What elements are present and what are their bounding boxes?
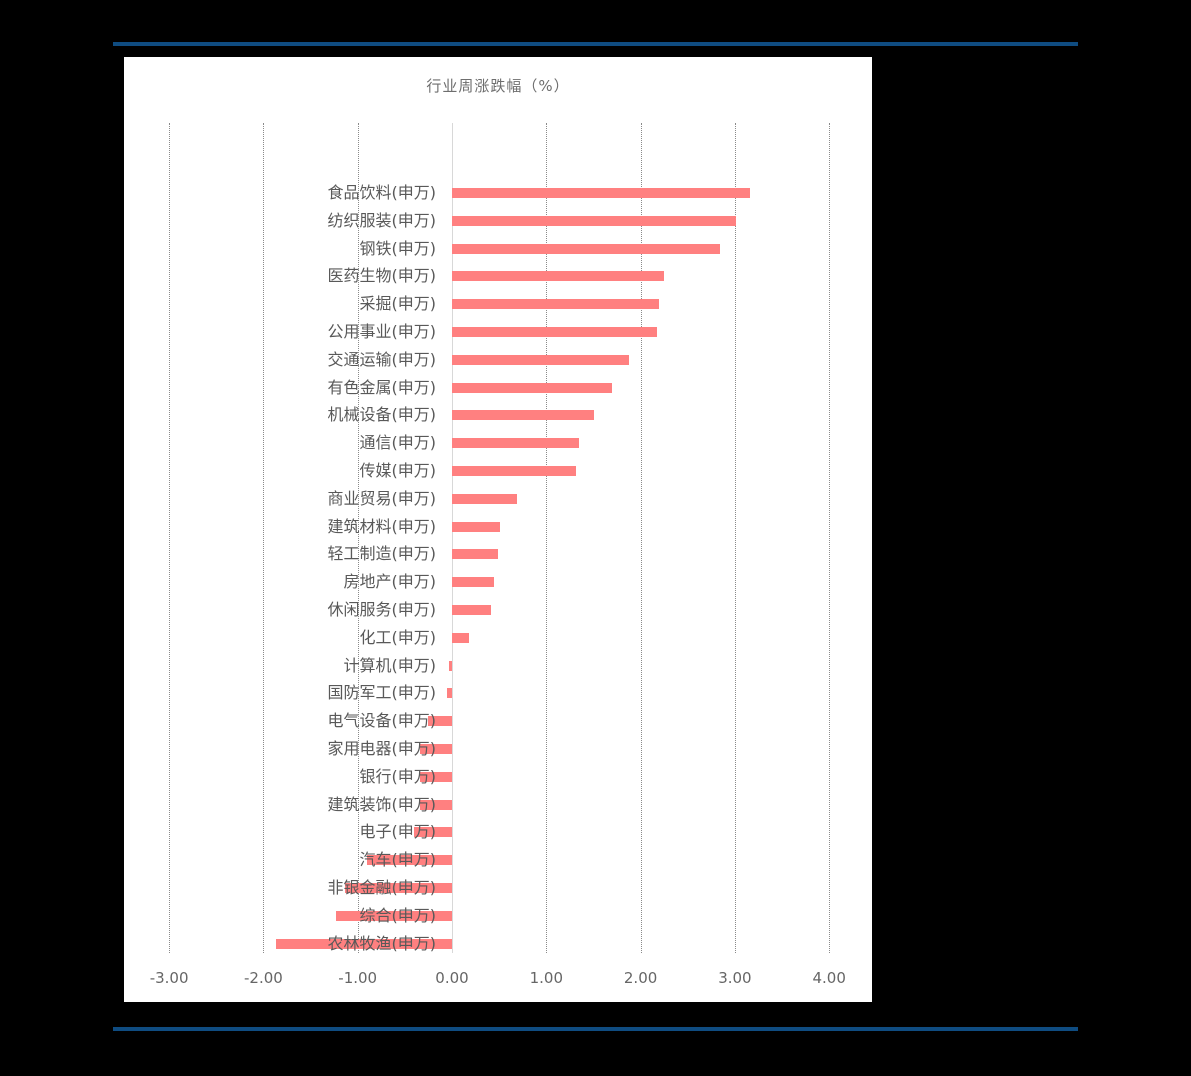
category-label: 传媒(申万) xyxy=(359,461,437,480)
category-label: 银行(申万) xyxy=(359,766,437,786)
category-label: 综合(申万) xyxy=(359,905,437,925)
category-label: 钢铁(申万) xyxy=(359,238,437,258)
bar xyxy=(419,744,452,754)
x-tick-label: -3.00 xyxy=(149,969,189,987)
bar xyxy=(367,855,452,866)
top-rule xyxy=(113,42,1078,46)
x-tick-label: 3.00 xyxy=(718,969,752,987)
bar xyxy=(452,327,657,337)
chart-title: 行业周涨跌幅（%） xyxy=(426,77,570,95)
category-label: 公用事业(申万) xyxy=(327,322,437,341)
chart-panel: 行业周涨跌幅（%） -3.00 -2.00 -1.00 0.00 1.00 2.00 3.0… xyxy=(124,57,872,1002)
x-tick-label: 4.00 xyxy=(812,969,846,987)
bar xyxy=(452,382,613,393)
category-label: 汽车(申万) xyxy=(359,850,437,870)
gridline xyxy=(357,123,359,953)
bar xyxy=(452,354,630,365)
x-tick-label: -2.00 xyxy=(243,969,283,987)
category-label: 交通运输(申万) xyxy=(327,349,437,369)
category-label: 家用电器(申万) xyxy=(327,739,437,758)
gridline xyxy=(263,123,265,953)
category-label: 电气设备(申万) xyxy=(327,711,437,731)
bar xyxy=(452,299,659,310)
category-label: 轻工制造(申万) xyxy=(327,544,437,564)
gridline xyxy=(640,123,642,953)
bar xyxy=(428,716,452,727)
bar xyxy=(345,883,452,893)
category-label: 休闲服务(申万) xyxy=(327,600,437,619)
bar xyxy=(452,466,577,476)
bar xyxy=(452,493,518,504)
gridline xyxy=(546,123,548,953)
x-tick-label: -1.00 xyxy=(338,969,378,987)
bar xyxy=(452,438,580,449)
category-label: 电子(申万) xyxy=(359,822,437,842)
x-tick-label: 0.00 xyxy=(435,969,469,987)
gridline xyxy=(452,123,453,953)
bar xyxy=(452,410,595,421)
bar xyxy=(449,660,452,671)
gridline xyxy=(169,123,171,953)
bar xyxy=(452,271,665,282)
category-label: 通信(申万) xyxy=(359,433,437,453)
category-label: 建筑材料(申万) xyxy=(327,516,437,536)
category-label: 食品饮料(申万) xyxy=(327,183,437,202)
bar xyxy=(452,549,499,560)
bar xyxy=(452,188,750,198)
bar xyxy=(452,243,720,254)
bar xyxy=(414,827,452,838)
bar xyxy=(419,799,452,810)
bar xyxy=(452,605,491,615)
category-label: 建筑装饰(申万) xyxy=(327,794,437,814)
bar xyxy=(452,215,736,226)
category-label: 计算机(申万) xyxy=(343,655,437,675)
bottom-rule xyxy=(113,1027,1078,1031)
category-label: 采掘(申万) xyxy=(359,294,437,314)
category-label: 房地产(申万) xyxy=(343,572,437,592)
category-label: 非银金融(申万) xyxy=(327,878,437,897)
bar xyxy=(275,938,452,949)
category-label: 有色金属(申万) xyxy=(327,377,437,397)
x-tick-label: 2.00 xyxy=(623,969,658,987)
category-label: 机械设备(申万) xyxy=(327,405,437,425)
bar xyxy=(452,632,469,643)
category-label: 纺织服装(申万) xyxy=(327,210,437,230)
bar xyxy=(336,910,452,921)
category-label: 医药生物(申万) xyxy=(327,266,437,286)
category-label: 国防军工(申万) xyxy=(327,683,437,703)
category-label: 农林牧渔(申万) xyxy=(327,933,437,953)
bar xyxy=(419,771,452,782)
bar xyxy=(452,577,495,588)
plot-area: -3.00 -2.00 -1.00 0.00 1.00 2.00 3.00 4.00 食品饮料(… xyxy=(124,57,872,1002)
bar xyxy=(447,688,452,699)
x-tick-label: 1.00 xyxy=(529,969,563,987)
gridline xyxy=(829,123,831,953)
gridline xyxy=(734,123,736,953)
category-label: 化工(申万) xyxy=(359,627,437,647)
category-label: 商业贸易(申万) xyxy=(327,488,437,508)
bar xyxy=(452,521,501,532)
